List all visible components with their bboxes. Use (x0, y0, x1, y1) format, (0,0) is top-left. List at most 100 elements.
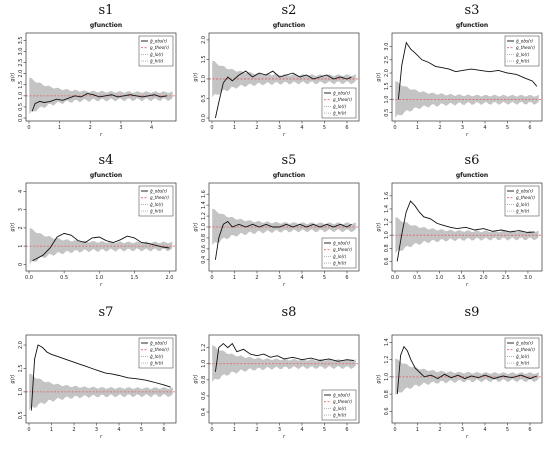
legend-label: ĝ_obs(r) (333, 393, 351, 398)
y-tick-label: 1.0 (18, 388, 24, 396)
chart-title: gfunction (273, 172, 305, 179)
legend-label: ĝ_obs(r) (333, 91, 351, 96)
panel-label: s3 (465, 3, 480, 18)
chart-title: gfunction (90, 22, 122, 29)
legend-label: ĝ_lo(r) (333, 254, 347, 259)
x-axis-label: r (100, 282, 103, 288)
x-tick-label: 0.0 (391, 275, 399, 281)
x-tick-label: 3 (278, 427, 281, 433)
y-tick-label: 1.2 (384, 356, 390, 364)
y-tick-label: 1.4 (384, 205, 390, 213)
observed-line (214, 220, 352, 260)
y-tick-label: 2.0 (18, 70, 24, 78)
plot-frame (25, 32, 177, 122)
x-axis-label: r (283, 282, 286, 288)
y-tick-label: 1 (18, 245, 24, 248)
y-axis-label: g(r) (376, 374, 382, 383)
x-tick-label: 4 (150, 125, 153, 131)
panel-label: s1 (99, 3, 114, 18)
plot-frame (208, 32, 360, 122)
x-tick-label: 1 (233, 275, 236, 281)
x-tick-label: 5 (140, 427, 143, 433)
y-tick-label: 1.2 (201, 212, 207, 220)
x-tick-label: 0.0 (25, 275, 33, 281)
legend-label: ĝ_obs(r) (150, 341, 168, 346)
y-tick-label: 1.5 (384, 82, 390, 90)
observed-line (397, 41, 538, 100)
observed-line (32, 232, 170, 262)
x-tick-label: 3 (461, 427, 464, 433)
y-tick-label: 1.0 (384, 231, 390, 239)
y-tick-label: 0.5 (384, 109, 390, 117)
x-tick-label: 2 (438, 427, 441, 433)
x-tick-label: 6 (528, 427, 531, 433)
x-tick-label: 1 (50, 427, 53, 433)
legend-label: ĝ_lo(r) (150, 354, 164, 359)
y-tick-label: 0.8 (384, 244, 390, 252)
y-tick-label: 0.8 (201, 376, 207, 384)
y-tick-label: 1.0 (201, 223, 207, 231)
y-tick-label: 1.0 (201, 75, 207, 83)
panel-label: s6 (465, 153, 480, 168)
y-axis-label: g(r) (10, 222, 16, 231)
legend-label: ĝ_obs(r) (516, 189, 534, 194)
legend-label: ĝ_obs(r) (333, 241, 351, 246)
x-axis-label: r (466, 282, 469, 288)
x-tick-label: 6 (162, 427, 165, 433)
panel-s7: s7 0 1 2 3 4 5 6 0.5 1.0 1.5 2.0 r g(r) ĝ_obs(r)g_theo… (10, 305, 177, 440)
observed-line (396, 345, 537, 395)
legend-label: g_theo(r) (150, 195, 170, 200)
y-tick-label: 0.5 (18, 411, 24, 419)
plot-frame (25, 334, 177, 424)
x-tick-label: 1.5 (130, 275, 138, 281)
panel-s2: s2 gfunction 0 1 2 3 4 5 6 0.0 0.5 1.0 1.5 2.0 r g(r) ĝ_… (193, 3, 360, 138)
y-tick-label: 0.8 (201, 234, 207, 242)
legend-label: g_theo(r) (333, 399, 353, 404)
plot-frame (208, 334, 360, 424)
y-tick-label: 0.0 (201, 114, 207, 122)
x-axis-label: r (466, 434, 469, 440)
legend-label: g_theo(r) (516, 195, 536, 200)
legend-label: ĝ_hi(r) (333, 413, 347, 418)
x-tick-label: 3 (95, 427, 98, 433)
y-tick-label: 0.0 (18, 114, 24, 122)
x-tick-label: 1.0 (95, 275, 103, 281)
x-tick-label: 5 (506, 427, 509, 433)
x-tick-label: 0 (210, 275, 213, 281)
observed-line (396, 200, 535, 262)
x-tick-label: 4 (300, 427, 303, 433)
y-tick-label: 2.5 (384, 56, 390, 64)
y-tick-label: 1.0 (201, 360, 207, 368)
legend-label: ĝ_lo(r) (516, 52, 530, 57)
x-tick-label: 0.5 (413, 275, 421, 281)
panel-s1: s1 gfunction 0 1 2 3 4 0.0 0.5 1.0 1.5 2.0 2.5 3.0 3.5… (10, 3, 177, 138)
x-tick-label: 4 (300, 275, 303, 281)
y-tick-label: 0.6 (384, 407, 390, 415)
legend-label: ĝ_lo(r) (333, 406, 347, 411)
y-tick-label: 2.0 (18, 341, 24, 349)
legend-label: ĝ_obs(r) (150, 189, 168, 194)
y-axis-label: g(r) (193, 222, 199, 231)
y-axis-label: g(r) (193, 72, 199, 81)
x-tick-label: 1 (233, 125, 236, 131)
chart-title: gfunction (273, 22, 305, 29)
legend-label: g_theo(r) (516, 347, 536, 352)
x-tick-label: 0.5 (60, 275, 68, 281)
x-axis-label: r (100, 132, 103, 138)
x-tick-label: 2.0 (166, 275, 174, 281)
x-tick-label: 1.5 (457, 275, 465, 281)
legend-label: ĝ_obs(r) (516, 341, 534, 346)
x-tick-label: 3 (278, 275, 281, 281)
y-tick-label: 0.6 (201, 392, 207, 400)
x-tick-label: 1 (416, 427, 419, 433)
y-tick-label: 1.5 (201, 55, 207, 63)
x-tick-label: 1.0 (435, 275, 443, 281)
x-tick-label: 0 (27, 427, 30, 433)
panel-s5: s5 gfunction 0 1 2 3 4 5 6 0.4 0.6 0.8 1.0 1.2 1.4 1.6 r… (193, 153, 360, 288)
y-tick-label: 0.8 (384, 390, 390, 398)
panel-s8: s8 0 1 2 3 4 5 6 0.4 0.6 0.8 1.0 1.2 r g(r) ĝ_obs(r)g_t… (193, 305, 360, 440)
legend-label: ĝ_hi(r) (333, 261, 347, 266)
y-tick-label: 1.6 (201, 190, 207, 198)
legend-label: ĝ_obs(r) (516, 39, 534, 44)
y-axis-label: g(r) (10, 374, 16, 383)
